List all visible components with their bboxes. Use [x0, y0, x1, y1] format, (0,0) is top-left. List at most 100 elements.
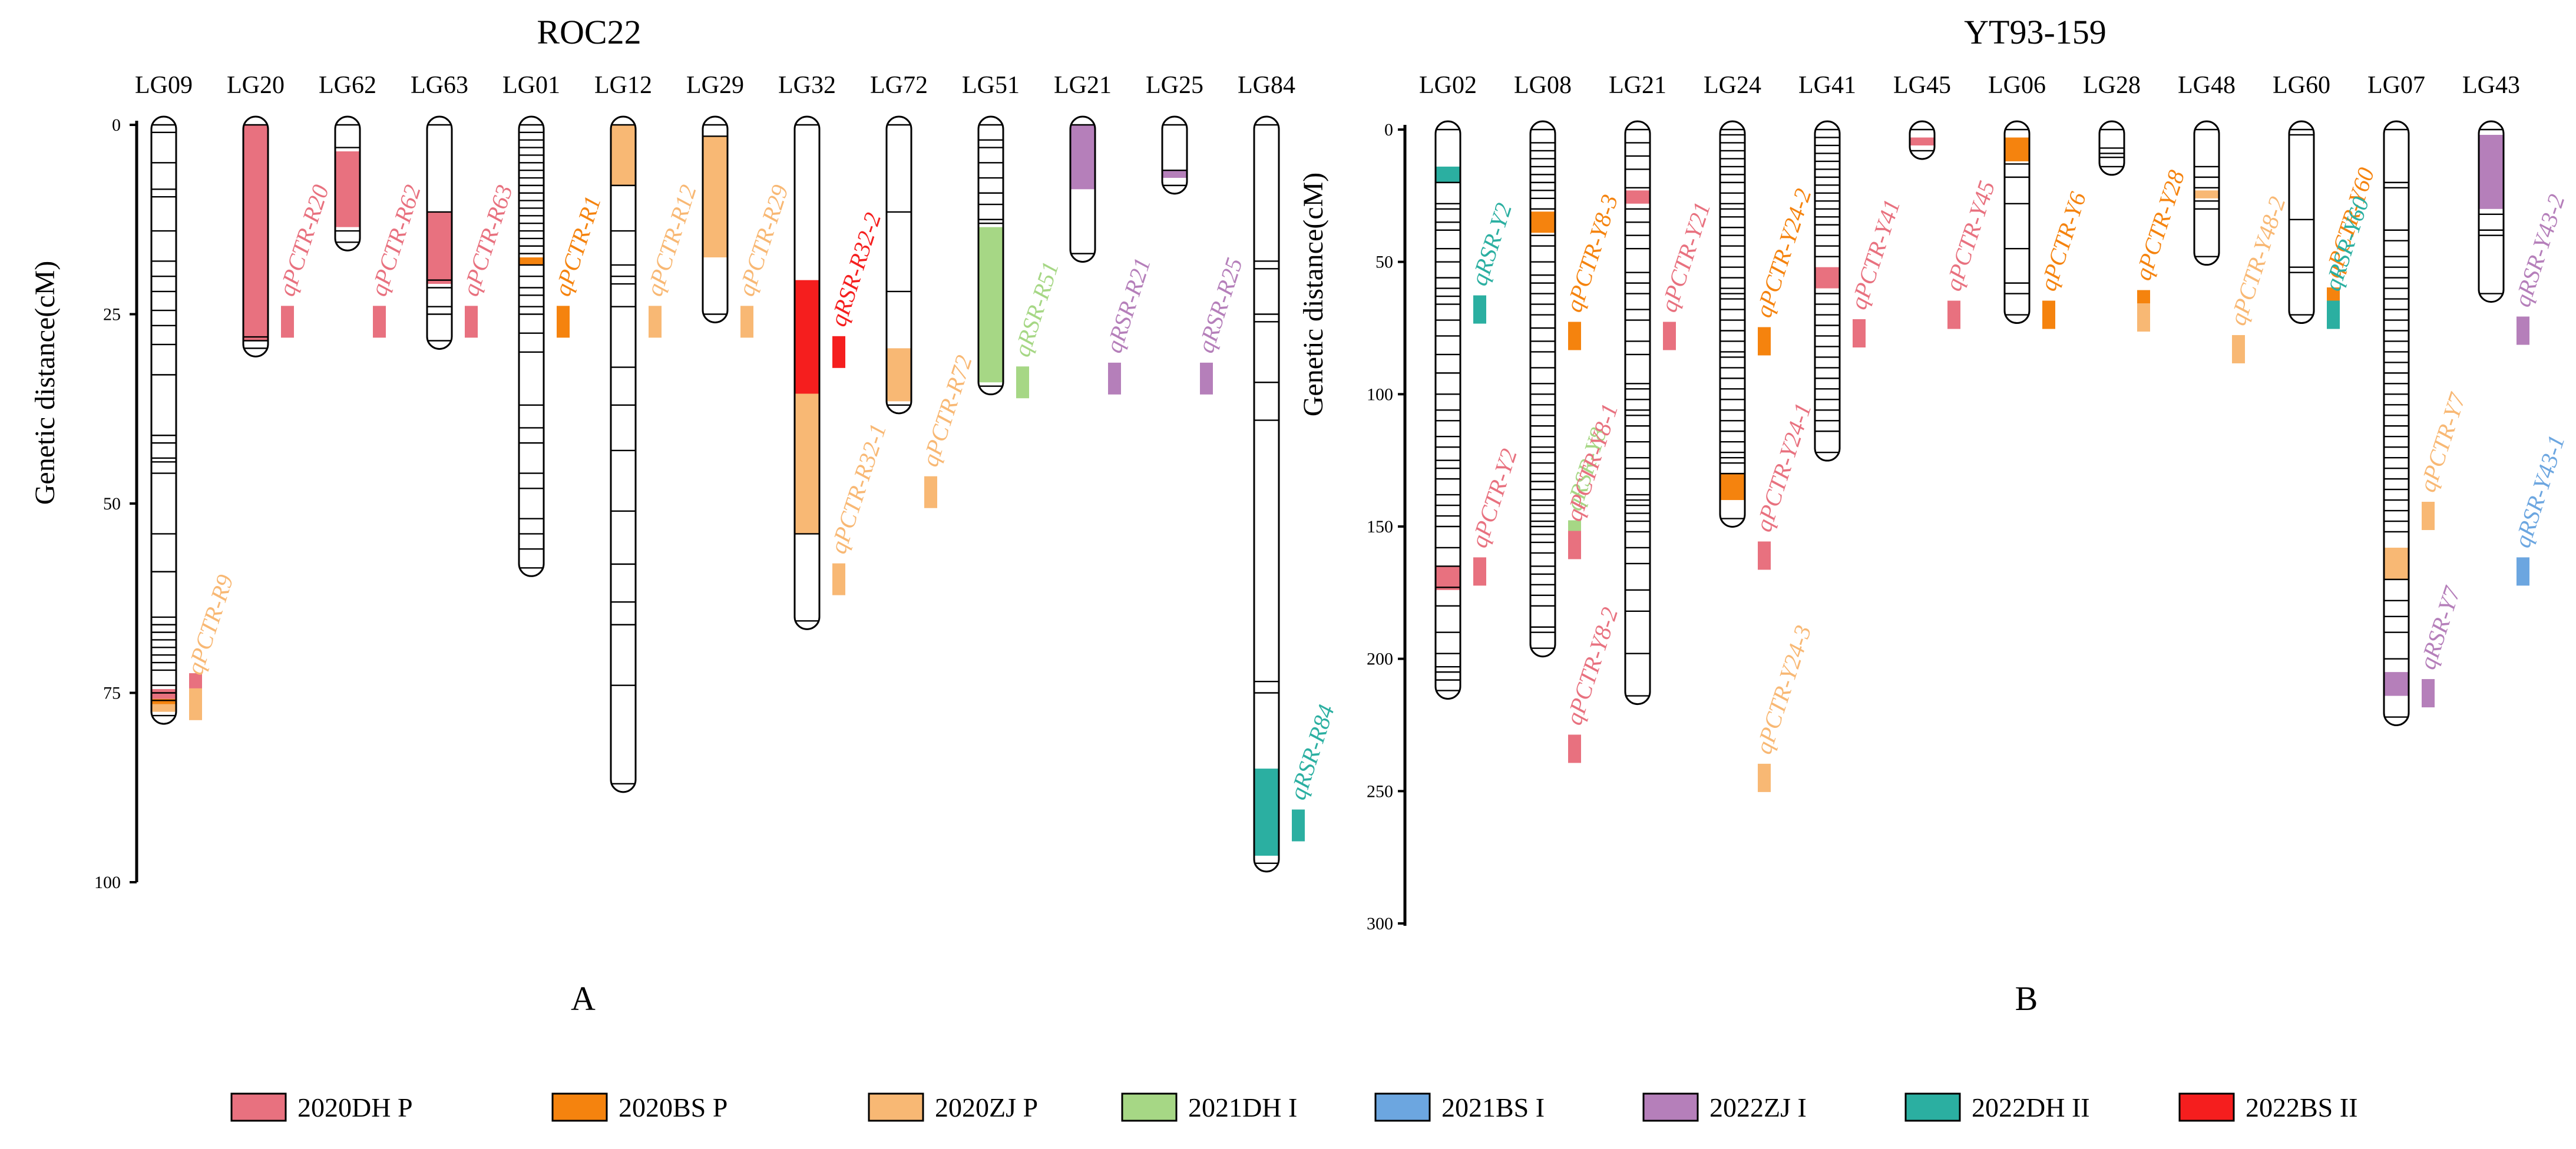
qtl-label: qPCTR-R29 — [733, 181, 793, 299]
qtl-marker-box — [1758, 541, 1771, 570]
qtl-marker-box — [1663, 322, 1676, 350]
chromosome-name: LG21 — [1054, 72, 1112, 99]
qtl-label: qPCTR-R72 — [917, 352, 977, 470]
y-tick-label: 50 — [103, 494, 121, 514]
chromosome-name: LG45 — [1893, 72, 1951, 99]
chromosome-lg62: LG62 qPCTR-R62 — [319, 72, 426, 338]
qtl-label: qRSR-R21 — [1100, 254, 1156, 356]
chromosome-name: LG12 — [594, 72, 652, 99]
chromosome-outline — [242, 115, 269, 357]
qtl-label: qPCTR-R32-1 — [825, 420, 892, 557]
chromosome-name: LG72 — [870, 72, 928, 99]
qtl-region — [243, 125, 268, 341]
chromosome-lg48: LG48 qPCTR-Y48-2 — [2178, 72, 2291, 363]
qtl-label: qRSR-R25 — [1192, 254, 1248, 356]
y-tick-label: 25 — [103, 305, 121, 324]
qtl-label: qPCTR-Y8-2 — [1560, 604, 1623, 728]
qtl-marker-box — [832, 563, 845, 595]
panel-title-yt93-159: YT93-159 — [1964, 13, 2107, 51]
chromosome-name: LG28 — [2083, 72, 2141, 99]
y-tick-label: 0 — [112, 115, 121, 135]
chromosome-outline — [1161, 115, 1188, 195]
chromosome-group-a: LG09qPCTR-R9LG20qPCTR-R20LG62qPCTR-R62LG… — [135, 72, 1340, 873]
panel-label-a: A — [571, 979, 596, 1018]
qtl-region — [427, 211, 452, 284]
chromosome-outline — [334, 115, 361, 251]
legend-label: 2021DH I — [1188, 1092, 1297, 1122]
chromosome-outline — [2098, 120, 2125, 176]
qtl-label: qRSR-R32-2 — [825, 210, 887, 330]
qtl-region — [795, 280, 819, 394]
legend-swatch — [230, 1092, 287, 1122]
chromosome-name: LG01 — [502, 72, 560, 99]
legend-label: 2020DH P — [297, 1092, 413, 1122]
legend-swatch — [2178, 1092, 2235, 1122]
y-tick-label: 300 — [1367, 914, 1393, 933]
qtl-label: qPCTR-Y24-2 — [1750, 186, 1817, 320]
panel-title-roc22: ROC22 — [537, 13, 641, 51]
qtl-label: qPCTR-Y8-1 — [1560, 400, 1623, 524]
legend-swatch — [1904, 1092, 1961, 1122]
chromosome-lg09: LG09 qPCTR-R9 — [135, 72, 239, 725]
y-tick-label: 75 — [103, 684, 121, 703]
chromosome-name: LG08 — [1514, 72, 1572, 99]
chromosome-lg06: LG06 qPCTR-Y6 — [1988, 72, 2091, 329]
chromosome-lg20: LG20 qPCTR-R20 — [227, 72, 334, 357]
qtl-region — [1720, 473, 1745, 501]
qtl-region — [2384, 672, 2409, 696]
qtl-label: qPCTR-R63 — [457, 181, 518, 299]
y-tick-label: 250 — [1367, 782, 1393, 801]
chromosome-lg01: LG01 qPCTR-R1 — [502, 72, 606, 577]
qtl-label: qPCTR-Y24-3 — [1750, 622, 1817, 757]
legend-label: 2022ZJ I — [1709, 1092, 1807, 1122]
qtl-marker-box — [2422, 502, 2435, 531]
qtl-label: qRSR-Y7 — [2414, 582, 2466, 673]
chromosome-body — [611, 117, 636, 792]
chromosome-body — [1625, 121, 1650, 704]
qtl-marker-box — [1473, 295, 1486, 324]
y-tick-label: 100 — [1367, 385, 1393, 404]
chromosome-outline — [1069, 115, 1096, 263]
chromosome-outline — [885, 115, 912, 415]
chromosome-lg25: LG25 qRSR-R25 — [1146, 72, 1248, 395]
y-axis-ticks-b: 0 50 100 150 200 250 300 — [1367, 120, 1405, 933]
chromosome-lg24: LG24 qPCTR-Y24-2 qPCTR-Y24-1 qPCTR-Y24-3 — [1704, 72, 1817, 792]
qtl-label: qPCTR-R1 — [549, 193, 606, 299]
y-tick-label: 100 — [94, 873, 121, 892]
qtl-region — [2194, 190, 2219, 198]
chromosome-name: LG07 — [2367, 72, 2425, 99]
panel-label-b: B — [2015, 979, 2038, 1018]
chromosome-body — [151, 117, 176, 724]
qtl-region — [1436, 166, 1460, 183]
qtl-label: qPCTR-Y28 — [2129, 167, 2190, 284]
qtl-region — [2384, 547, 2409, 580]
qtl-region — [611, 125, 636, 186]
qtl-marker-box — [1200, 362, 1213, 395]
qtl-marker-box — [189, 688, 202, 720]
y-axis-ticks-a: 0 25 50 75 100 — [94, 115, 137, 892]
y-axis-label-b: Genetic distance(cM) — [1298, 173, 1329, 416]
qtl-label: qPCTR-Y21 — [1655, 198, 1716, 315]
legend-swatch — [868, 1092, 924, 1122]
qtl-marker-box — [2137, 303, 2150, 332]
qtl-region — [151, 698, 176, 704]
qtl-label: qPCTR-Y45 — [1940, 178, 2000, 294]
chromosome-name: LG21 — [1609, 72, 1666, 99]
chromosome-lg84: LG84 qRSR-R84 — [1238, 72, 1340, 873]
chromosome-outline — [1814, 120, 1841, 462]
qtl-marker-box — [557, 306, 570, 338]
chromosome-body — [2384, 121, 2409, 726]
qtl-marker-box — [1568, 322, 1581, 350]
chromosome-name: LG29 — [686, 72, 744, 99]
chromosome-name: LG02 — [1419, 72, 1477, 99]
qtl-marker-box — [465, 306, 478, 338]
chromosome-outline — [150, 115, 177, 725]
chromosome-lg63: LG63 qPCTR-R63 — [411, 72, 518, 350]
chromosome-lg07: LG07 qPCTR-Y7 qRSR-Y7 — [2367, 72, 2471, 727]
legend-label: 2022DH II — [1972, 1092, 2090, 1122]
qtl-region — [1254, 769, 1279, 856]
legend-label: 2020ZJ P — [935, 1092, 1038, 1122]
qtl-region — [1436, 566, 1460, 590]
chromosome-lg08: LG08qPCTR-Y8-3qRSR-Y8qPCTR-Y8-1qPCTR-Y8-… — [1514, 72, 1623, 763]
